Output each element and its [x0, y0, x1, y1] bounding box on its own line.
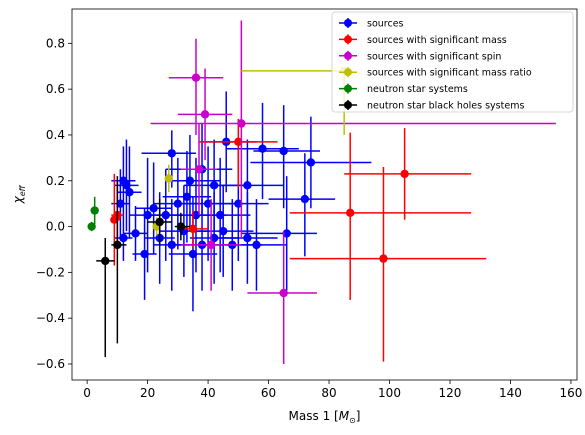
data-point: [182, 192, 192, 201]
data-point: [113, 240, 122, 250]
y-axis: −0.6 −0.4 −0.2 0.0 0.2 0.4 0.6 0.8: [36, 36, 72, 371]
series-5: [96, 176, 190, 358]
series-1: [110, 118, 487, 362]
x-tick-label: 40: [200, 386, 215, 400]
data-point: [90, 206, 99, 215]
series-4: [87, 196, 99, 232]
y-tick-label: 0.0: [46, 220, 65, 234]
y-tick-label: 0.2: [46, 174, 65, 188]
y-tick-label: 0.4: [46, 128, 65, 142]
x-tick-label: 140: [499, 386, 522, 400]
legend-label: sources with significant mass: [367, 35, 507, 46]
legend-entry: neutron star systems: [339, 83, 468, 95]
legend-frame: [331, 11, 574, 113]
data-point: [176, 222, 186, 231]
data-point: [209, 233, 219, 243]
data-point: [279, 146, 288, 156]
data-point: [206, 240, 216, 250]
data-point: [306, 158, 316, 167]
x-tick-label: 0: [83, 386, 91, 400]
data-point: [119, 233, 128, 243]
y-tick-label: −0.6: [36, 357, 65, 371]
data-point: [185, 176, 195, 185]
x-tick-label: 80: [321, 386, 336, 400]
legend-label: sources: [367, 19, 404, 30]
legend-marker: [344, 51, 352, 60]
legend-entry: sources with significant mass ratio: [339, 67, 532, 79]
legend-entry: sources with significant mass: [339, 34, 507, 46]
legend-entry: sources with significant spin: [339, 50, 501, 62]
data-point: [300, 194, 310, 204]
data-point: [167, 240, 176, 250]
y-axis-label: χeff: [11, 184, 27, 204]
x-tick-label: 160: [559, 386, 582, 400]
data-point: [116, 199, 125, 208]
data-point: [143, 210, 152, 220]
data-point: [200, 110, 210, 119]
y-tick-label: −0.2: [36, 265, 65, 279]
data-point: [209, 181, 219, 190]
y-tick-label: 0.6: [46, 82, 65, 96]
data-point: [243, 181, 252, 190]
plot-frame: [71, 8, 578, 381]
data-point: [218, 226, 228, 236]
legend-label: neutron star black holes systems: [367, 101, 524, 112]
data-point: [87, 222, 96, 231]
data-point: [237, 119, 246, 128]
data-point: [346, 208, 355, 218]
legend-label: sources with significant spin: [367, 51, 501, 62]
data-point: [400, 169, 409, 179]
data-point: [243, 233, 252, 243]
data-point: [140, 249, 149, 259]
data-layer: [87, 20, 556, 364]
legend-label: sources with significant mass ratio: [367, 68, 532, 79]
data-point: [101, 256, 110, 266]
data-point: [234, 137, 243, 147]
data-point: [167, 149, 176, 158]
series-2: [150, 20, 556, 364]
legend-marker: [344, 101, 352, 109]
y-tick-label: −0.4: [36, 311, 65, 325]
data-point: [252, 240, 261, 250]
x-tick-label: 60: [261, 386, 276, 400]
data-point: [191, 210, 201, 220]
legend: sources sources with significant mass sour…: [331, 11, 574, 113]
data-point: [379, 254, 388, 263]
data-point: [191, 73, 201, 82]
data-point: [279, 288, 288, 298]
x-axis-label: Mass 1 [M⊙]: [289, 409, 361, 425]
legend-label: neutron star systems: [367, 84, 468, 95]
data-point: [173, 199, 183, 208]
legend-entry: neutron star black holes systems: [339, 100, 524, 112]
data-point: [188, 224, 198, 234]
data-point: [164, 174, 173, 183]
data-point: [122, 181, 131, 190]
data-point: [149, 204, 158, 213]
data-point: [188, 249, 198, 259]
legend-marker: [344, 68, 352, 77]
data-point: [125, 188, 134, 197]
data-point: [234, 199, 243, 208]
x-tick-label: 20: [140, 386, 155, 400]
data-point: [155, 217, 164, 227]
data-point: [282, 229, 291, 238]
legend-marker: [344, 19, 352, 27]
legend-marker: [344, 35, 352, 44]
data-point: [194, 165, 204, 174]
x-axis: 0 20 40 60 80 100 120 140 160: [83, 380, 582, 400]
x-tick-label: 120: [439, 386, 462, 400]
y-tick-label: 0.8: [46, 36, 65, 50]
data-point: [131, 229, 140, 238]
legend-marker: [344, 84, 352, 93]
x-tick-label: 100: [378, 386, 401, 400]
legend-entry: sources: [339, 18, 404, 30]
